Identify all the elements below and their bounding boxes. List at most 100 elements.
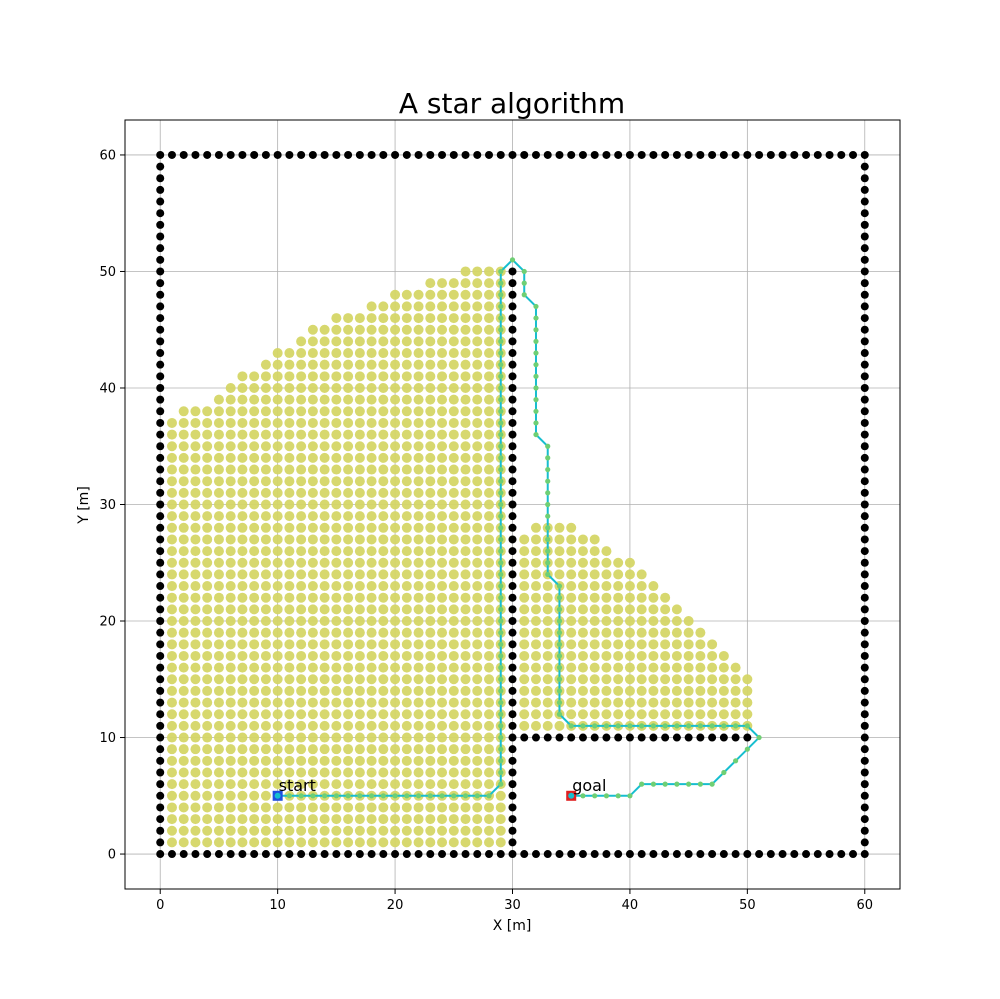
explored-node [390, 639, 401, 650]
explored-node [354, 650, 365, 661]
explored-node [166, 674, 177, 685]
explored-node [484, 487, 495, 498]
path-point [533, 420, 539, 426]
explored-node [366, 336, 377, 347]
explored-node [472, 499, 483, 510]
explored-node [366, 720, 377, 731]
obstacle-node [156, 791, 165, 800]
explored-node [319, 744, 330, 755]
explored-node [331, 837, 342, 848]
explored-node [413, 639, 424, 650]
explored-node [636, 697, 647, 708]
obstacle-node [461, 850, 470, 859]
explored-node [448, 662, 459, 673]
explored-node [484, 522, 495, 533]
explored-node [671, 697, 682, 708]
explored-node [213, 674, 224, 685]
explored-node [343, 359, 354, 370]
explored-node [225, 802, 236, 813]
explored-node [742, 685, 753, 696]
path-point [498, 268, 504, 275]
explored-node [401, 581, 412, 592]
explored-node [401, 767, 412, 778]
obstacle-node [156, 663, 165, 672]
explored-node [613, 685, 624, 696]
explored-node [307, 779, 318, 790]
explored-node [390, 732, 401, 743]
explored-node [413, 289, 424, 300]
explored-node [413, 755, 424, 766]
obstacle-node [860, 582, 869, 591]
explored-node [225, 557, 236, 568]
explored-node [307, 767, 318, 778]
explored-node [166, 685, 177, 696]
obstacle-node [860, 745, 869, 754]
explored-node [319, 662, 330, 673]
explored-node [472, 511, 483, 522]
explored-node [425, 732, 436, 743]
explored-node [331, 417, 342, 428]
explored-node [519, 697, 530, 708]
explored-node [378, 382, 389, 393]
explored-node [354, 452, 365, 463]
path-point [474, 793, 480, 799]
explored-node [343, 627, 354, 638]
obstacle-node [508, 512, 517, 521]
obstacle-node [508, 570, 517, 579]
explored-node [636, 685, 647, 696]
explored-node [648, 697, 659, 708]
explored-node [190, 487, 201, 498]
obstacle-node [860, 395, 869, 404]
explored-node [166, 720, 177, 731]
explored-node [213, 581, 224, 592]
explored-node [390, 814, 401, 825]
path-point [533, 327, 539, 333]
explored-node [272, 814, 283, 825]
obstacle-node [414, 150, 423, 159]
explored-node [166, 546, 177, 557]
explored-node [178, 546, 189, 557]
explored-node [683, 709, 694, 720]
explored-node [190, 569, 201, 580]
obstacle-node [156, 745, 165, 754]
obstacle-node [731, 150, 740, 159]
obstacle-node [156, 593, 165, 602]
explored-node [296, 429, 307, 440]
explored-node [413, 825, 424, 836]
obstacle-node [860, 547, 869, 556]
explored-node [437, 417, 448, 428]
explored-node [484, 709, 495, 720]
path-point [498, 711, 504, 717]
explored-node [331, 336, 342, 347]
explored-node [671, 662, 682, 673]
explored-node [284, 650, 295, 661]
explored-node [484, 441, 495, 452]
explored-node [307, 837, 318, 848]
obstacle-node [156, 267, 165, 276]
explored-node [589, 581, 600, 592]
explored-node [695, 685, 706, 696]
obstacle-node [755, 150, 764, 159]
explored-node [425, 650, 436, 661]
explored-node [425, 581, 436, 592]
path-point [498, 280, 504, 286]
path-point [521, 280, 527, 286]
obstacle-node [156, 675, 165, 684]
explored-node [624, 685, 635, 696]
obstacle-node [602, 733, 611, 742]
explored-node [413, 837, 424, 848]
explored-node [484, 825, 495, 836]
explored-node [437, 534, 448, 545]
explored-node [413, 464, 424, 475]
explored-node [413, 569, 424, 580]
explored-node [331, 755, 342, 766]
explored-node [213, 732, 224, 743]
explored-node [624, 569, 635, 580]
explored-node [331, 476, 342, 487]
obstacle-node [156, 477, 165, 486]
explored-node [319, 499, 330, 510]
explored-node [284, 709, 295, 720]
explored-node [742, 697, 753, 708]
obstacle-node [508, 698, 517, 707]
explored-node [237, 650, 248, 661]
